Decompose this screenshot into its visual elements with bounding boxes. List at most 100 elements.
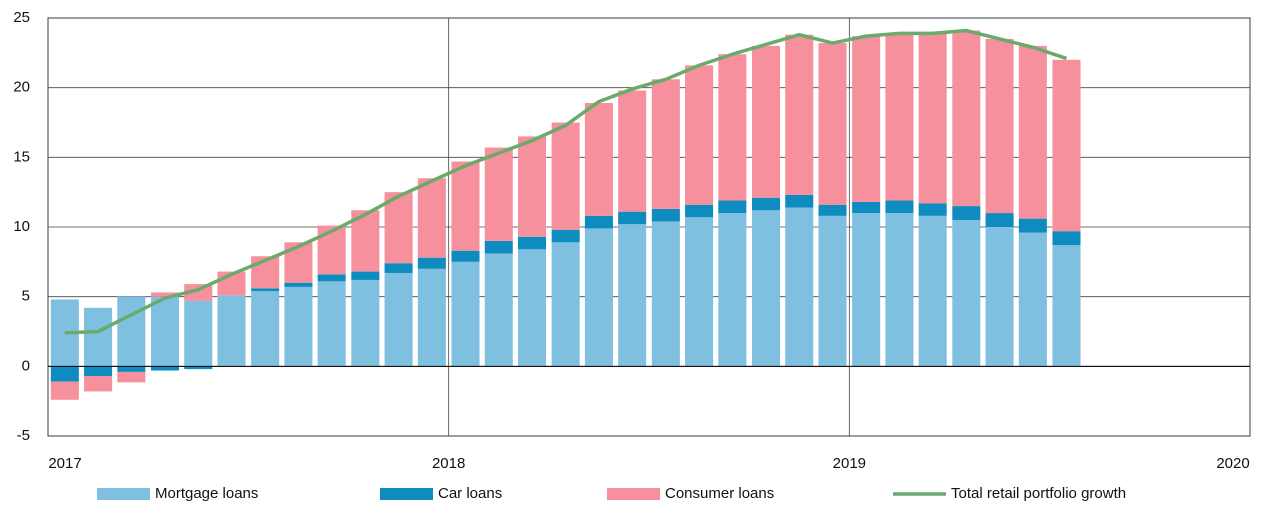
bar	[985, 38, 1014, 214]
legend-label: Total retail portfolio growth	[951, 485, 1126, 502]
bar	[618, 211, 647, 225]
bar	[818, 215, 847, 367]
bar	[718, 213, 747, 367]
bar	[484, 240, 513, 254]
bar	[351, 279, 380, 367]
bar	[251, 291, 280, 367]
bar	[384, 192, 413, 264]
bar	[117, 371, 146, 383]
bar	[251, 288, 280, 292]
bar	[284, 286, 313, 367]
bar	[551, 122, 580, 230]
bar	[117, 296, 146, 367]
bar	[517, 136, 547, 237]
bar	[718, 54, 747, 201]
bar	[751, 197, 781, 211]
bar	[384, 263, 413, 273]
bar	[952, 220, 981, 367]
x-tick-label: 2018	[432, 455, 465, 472]
bar	[1052, 59, 1081, 232]
bar	[785, 194, 814, 208]
bar	[584, 102, 613, 216]
line	[64, 28, 1068, 335]
legend-swatch	[97, 488, 150, 500]
bar	[351, 271, 380, 280]
bar	[818, 204, 847, 216]
bar	[417, 178, 446, 258]
bar	[852, 201, 881, 214]
bar	[885, 213, 914, 367]
bar	[751, 210, 781, 367]
bar	[1018, 218, 1047, 233]
bar	[1052, 231, 1081, 246]
bar	[685, 65, 714, 205]
bar	[918, 31, 947, 204]
bar	[284, 282, 313, 287]
y-tick-label: 15	[13, 148, 30, 165]
bar	[551, 242, 580, 367]
bar	[484, 253, 513, 367]
bar	[417, 268, 446, 367]
bar	[1018, 232, 1047, 367]
bar	[952, 30, 981, 207]
x-tick-label: 2017	[48, 455, 81, 472]
bar	[885, 200, 914, 214]
bar	[852, 36, 881, 202]
bar	[317, 274, 346, 282]
bar	[150, 292, 180, 297]
bar	[184, 366, 213, 370]
y-tick-label: 20	[13, 79, 30, 96]
bar	[117, 366, 146, 372]
bar	[317, 281, 346, 367]
bar	[50, 381, 79, 400]
bar	[84, 366, 113, 377]
bar	[685, 217, 714, 367]
legend-label: Mortgage loans	[155, 485, 258, 502]
bar	[451, 261, 480, 367]
y-tick-label: 0	[22, 357, 30, 374]
bar	[852, 213, 881, 367]
bar	[50, 366, 79, 382]
bar	[417, 257, 446, 269]
bar	[184, 300, 213, 367]
bar	[651, 79, 680, 209]
bar	[150, 366, 180, 371]
bar	[718, 200, 747, 214]
bar	[150, 296, 180, 367]
y-tick-label: 25	[13, 9, 30, 26]
bar	[84, 376, 113, 392]
bar	[584, 228, 613, 367]
bar	[785, 207, 814, 367]
bar	[1052, 245, 1081, 367]
bar	[84, 307, 113, 367]
bar	[484, 147, 513, 241]
bar	[651, 208, 680, 222]
bar	[618, 224, 647, 367]
legend-label: Car loans	[438, 485, 502, 502]
legend-swatch	[380, 488, 433, 500]
bar	[885, 33, 914, 201]
bar	[1018, 45, 1047, 219]
bar	[651, 221, 680, 367]
bar	[618, 90, 647, 212]
bar	[985, 213, 1014, 227]
y-tick-label: 5	[22, 288, 30, 305]
legend-swatch	[607, 488, 660, 500]
x-tick-label: 2019	[833, 455, 866, 472]
bar	[985, 227, 1014, 367]
legend-label: Consumer loans	[665, 485, 774, 502]
x-tick-label: 2020	[1216, 455, 1249, 472]
y-tick-label: 10	[13, 218, 30, 235]
y-tick-label: -5	[17, 427, 30, 444]
bar	[818, 43, 847, 205]
bar	[751, 45, 781, 198]
bar	[517, 249, 547, 367]
bar	[918, 203, 947, 216]
bar	[584, 215, 613, 229]
bar	[918, 215, 947, 367]
bar	[217, 295, 246, 367]
bar	[785, 34, 814, 195]
bar	[451, 250, 480, 262]
bar	[451, 161, 480, 251]
